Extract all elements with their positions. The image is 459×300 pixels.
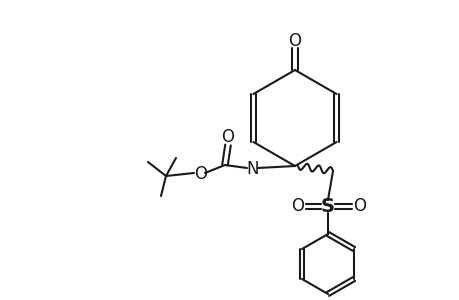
Text: S: S	[320, 196, 334, 215]
Text: O: O	[221, 128, 234, 146]
Text: O: O	[288, 32, 301, 50]
Text: O: O	[353, 197, 366, 215]
Text: O: O	[194, 165, 207, 183]
Text: N: N	[246, 160, 259, 178]
Text: O: O	[291, 197, 304, 215]
